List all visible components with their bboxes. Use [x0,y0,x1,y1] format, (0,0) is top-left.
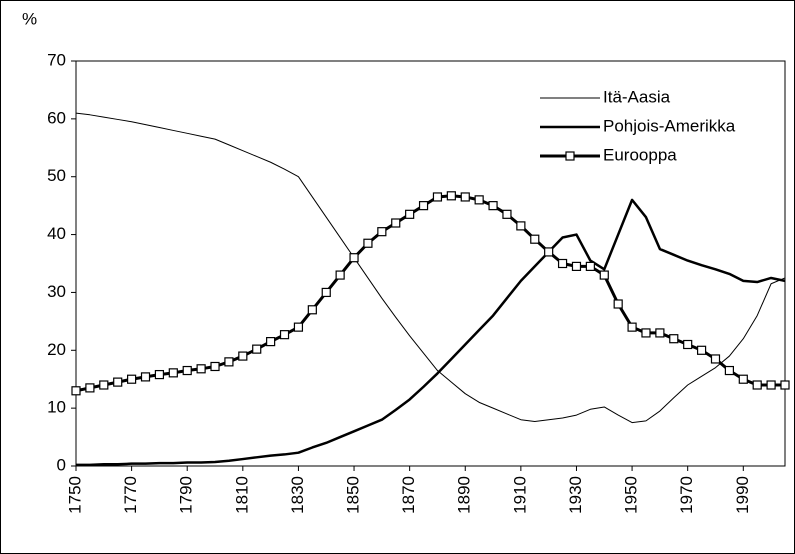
series-marker [696,345,707,355]
series-marker [460,192,470,202]
legend-label: Itä-Aasia [603,87,671,106]
series-marker [655,328,665,338]
series-marker [683,339,693,350]
y-tick-label: 40 [47,224,66,243]
y-tick-label: 10 [47,398,66,417]
series-marker [182,365,192,376]
series-marker [335,270,345,280]
series-marker [71,386,81,396]
series-marker [210,361,220,372]
series-marker [627,322,637,332]
series-marker [780,380,790,390]
y-tick-label: 20 [47,340,66,359]
x-tick-label: 1750 [65,476,84,514]
series-marker [613,299,623,309]
series-marker [405,209,415,219]
series-marker [585,261,595,271]
x-tick-label: 1930 [566,476,585,514]
legend-label: Pohjois-Amerikka [603,116,736,135]
legend-label: Eurooppa [603,145,677,164]
series-marker [474,195,484,205]
y-tick-label: 30 [47,282,66,301]
series-line [76,198,786,467]
series-marker [752,380,762,390]
x-tick-label: 1790 [177,476,196,514]
y-tick-label: 60 [47,108,66,127]
x-tick-label: 1950 [622,476,641,514]
series-marker [224,357,234,367]
series-marker [168,368,178,378]
y-unit-label: % [22,9,37,28]
x-tick-label: 1890 [455,476,474,514]
series-marker [127,374,137,384]
series-marker [140,372,151,382]
series-marker [252,344,262,354]
x-tick-label: 1810 [232,476,251,514]
series-marker [599,270,609,280]
series-marker [377,227,387,237]
series-marker [641,328,651,338]
series-marker [724,365,734,376]
series-marker [321,287,331,298]
series-marker [502,209,512,219]
series-marker [391,218,401,228]
series-marker [363,238,373,248]
series-marker [196,364,206,374]
series-marker [418,201,429,211]
series-marker [154,369,165,380]
y-tick-label: 50 [47,166,66,185]
x-tick-label: 1870 [399,476,418,514]
series-marker [349,253,359,263]
plot-area [75,60,786,467]
series-marker [488,201,498,211]
x-tick-label: 1830 [288,476,307,514]
series-line [75,194,785,393]
series-marker [307,305,317,315]
series-marker [571,261,582,271]
series-marker [557,258,568,269]
y-tick-label: 0 [57,455,66,474]
series-marker [516,221,526,231]
series-marker [446,191,456,201]
series-marker [738,374,748,384]
series-marker [266,337,276,347]
series-marker [530,234,540,244]
series-marker [432,192,443,202]
series-marker [710,354,721,364]
x-tick-label: 1990 [733,476,752,514]
series-marker [766,380,776,390]
series-marker [238,351,248,361]
series-marker [279,330,290,340]
x-tick-label: 1850 [344,476,363,514]
series-marker [293,322,304,332]
legend-marker [565,151,575,161]
series-line [75,112,786,424]
series-marker [99,380,109,390]
x-tick-label: 1910 [510,476,529,514]
series-marker [669,334,679,344]
series-marker [85,383,95,393]
y-tick-label: 70 [47,50,66,69]
series-marker [113,377,123,387]
series-marker [544,247,554,257]
x-tick-label: 1970 [677,476,696,514]
x-tick-label: 1770 [121,476,140,514]
